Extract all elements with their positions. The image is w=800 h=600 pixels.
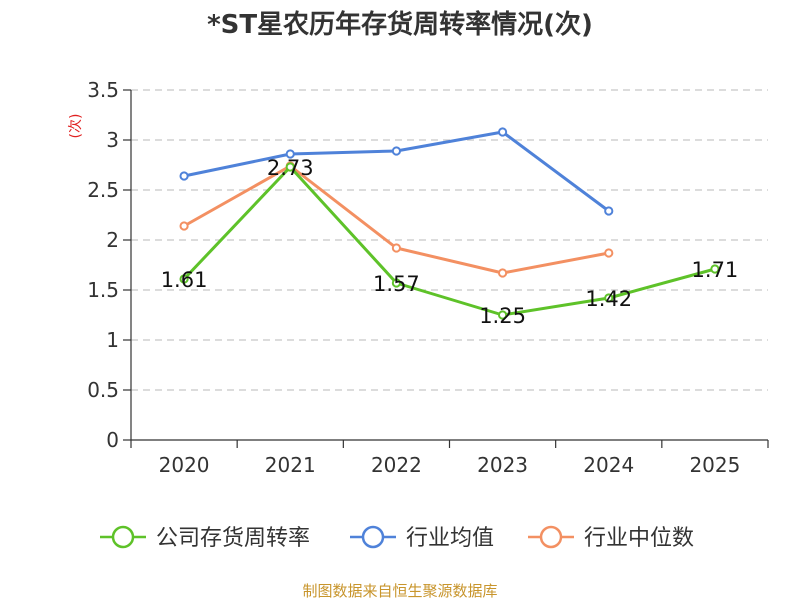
series-0 bbox=[179, 162, 720, 320]
legend-label: 行业均值 bbox=[406, 526, 494, 551]
data-label: 1.42 bbox=[585, 287, 632, 311]
series-layer bbox=[179, 127, 720, 320]
legend-item-0[interactable]: 公司存货周转率 bbox=[100, 525, 310, 551]
legend-swatch-marker bbox=[111, 525, 135, 549]
legend-swatch-marker bbox=[539, 525, 563, 549]
legend-item-1[interactable]: 行业均值 bbox=[350, 525, 494, 551]
data-label: 1.71 bbox=[692, 258, 739, 282]
data-labels: 1.61 2.73 1.57 1.25 1.42 1.71 bbox=[161, 156, 739, 328]
data-point bbox=[497, 268, 508, 278]
grid bbox=[131, 89, 768, 391]
y-tick-label: 2.5 bbox=[87, 178, 119, 202]
data-point bbox=[179, 221, 189, 231]
data-point bbox=[391, 278, 402, 288]
series-line bbox=[182, 165, 717, 317]
data-point bbox=[179, 171, 189, 181]
data-point bbox=[497, 310, 508, 320]
y-tick-label: 2 bbox=[106, 228, 119, 252]
x-tick-label: 2023 bbox=[477, 453, 528, 477]
y-tick-label: 1 bbox=[106, 328, 119, 352]
series-line bbox=[182, 130, 611, 213]
series-2 bbox=[179, 161, 614, 278]
data-point bbox=[391, 243, 402, 253]
data-point bbox=[710, 264, 720, 274]
legend[interactable]: 公司存货周转率 行业均值 行业中位数 bbox=[100, 525, 694, 551]
data-point bbox=[604, 293, 614, 303]
legend-label: 行业中位数 bbox=[584, 526, 694, 551]
y-tick-label: 1.5 bbox=[87, 278, 119, 302]
x-tick-label: 2024 bbox=[583, 453, 634, 477]
x-tick-label: 2021 bbox=[265, 453, 316, 477]
data-point bbox=[285, 149, 295, 159]
data-label: 2.73 bbox=[267, 156, 314, 180]
x-tick-label: 2022 bbox=[371, 453, 422, 477]
y-tick-label: 3.5 bbox=[87, 78, 119, 102]
data-label: 1.25 bbox=[479, 304, 526, 328]
series-1 bbox=[179, 127, 614, 216]
legend-swatch-marker bbox=[361, 525, 385, 549]
data-point bbox=[391, 146, 402, 156]
y-tick-label: 0.5 bbox=[87, 378, 119, 402]
data-label: 1.61 bbox=[161, 268, 208, 292]
data-point bbox=[604, 248, 614, 258]
data-point bbox=[285, 162, 295, 172]
axes: 0 0.5 1 1.5 2 2.5 3 3.5 2020 2021 2022 2023 2024 2025 bbox=[87, 78, 769, 477]
data-point bbox=[497, 127, 508, 137]
series-line bbox=[182, 164, 611, 275]
y-axis-label: (次) bbox=[68, 114, 84, 139]
data-point bbox=[179, 274, 189, 284]
source-note: 制图数据来自恒生聚源数据库 bbox=[302, 582, 497, 600]
x-tick-label: 2025 bbox=[689, 453, 740, 477]
legend-label: 公司存货周转率 bbox=[156, 526, 310, 551]
y-tick-label: 3 bbox=[106, 128, 119, 152]
data-point bbox=[604, 206, 614, 216]
data-label: 1.57 bbox=[373, 272, 420, 296]
x-tick-label: 2020 bbox=[159, 453, 210, 477]
legend-item-2[interactable]: 行业中位数 bbox=[528, 525, 694, 551]
y-tick-label: 0 bbox=[106, 428, 119, 452]
chart-title: *ST星农历年存货周转率情况(次) bbox=[207, 9, 593, 40]
